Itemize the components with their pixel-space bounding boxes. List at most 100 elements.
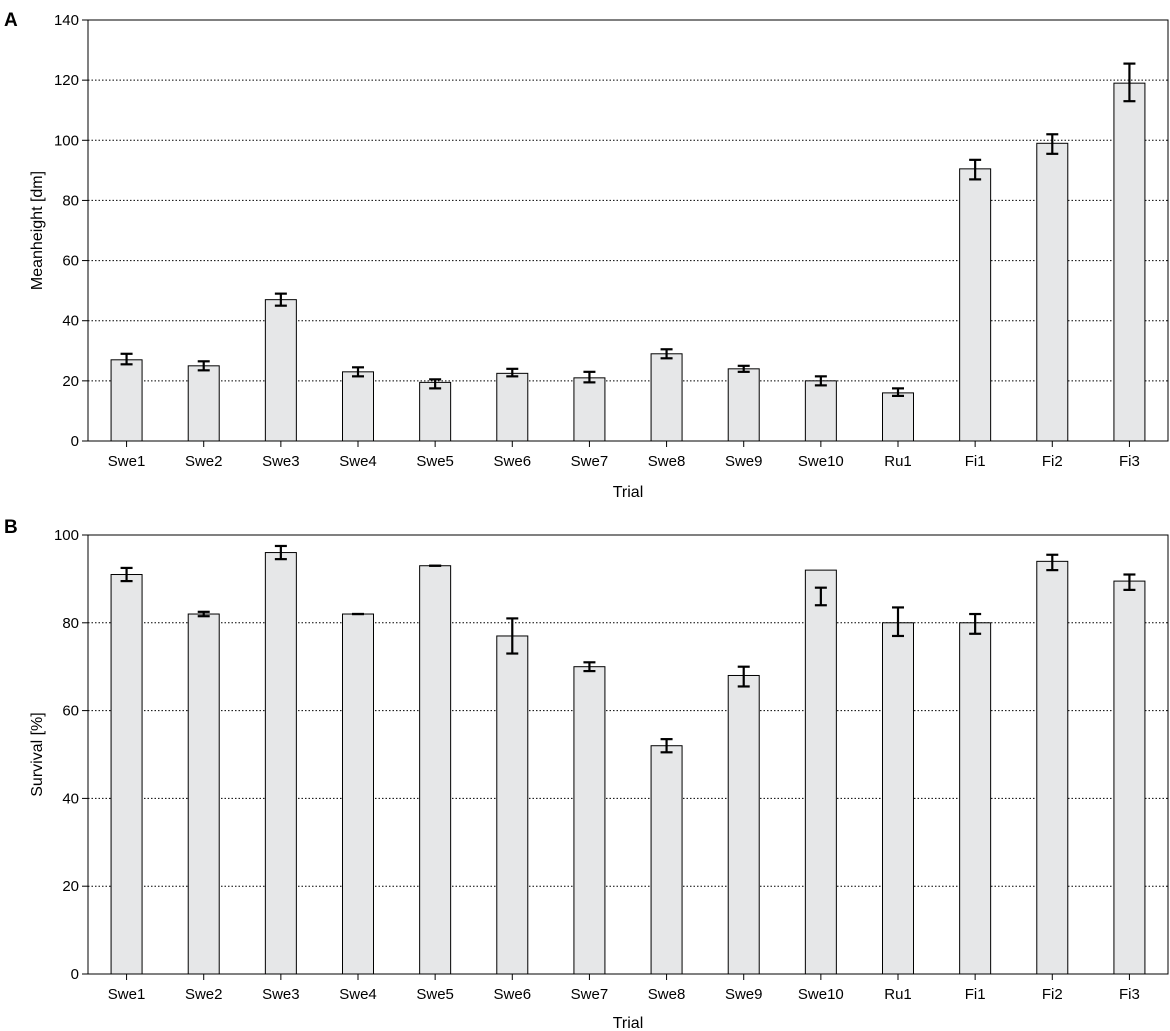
x-tick-label: Fi3	[1119, 986, 1140, 1003]
error-bar-ru1	[892, 387, 904, 397]
y-tick-label: 60	[62, 253, 79, 270]
error-bar-swe2	[197, 610, 210, 618]
plot-frame	[87, 19, 1169, 442]
error-bar-fi1	[969, 158, 982, 181]
x-tick-label: Swe3	[262, 986, 300, 1003]
y-tick-label: 20	[62, 373, 79, 390]
x-tick-label: Swe5	[416, 453, 454, 470]
error-bar-swe5	[429, 378, 442, 390]
bar-fi1	[959, 622, 992, 975]
panel-letter: B	[4, 517, 18, 538]
error-bar-swe9	[737, 364, 750, 373]
panel-letter: A	[4, 10, 18, 31]
y-tick-label: 120	[54, 72, 79, 89]
x-axis-label: Trial	[613, 484, 644, 501]
bar-fi3	[1113, 82, 1146, 442]
x-tick-label: Swe9	[725, 986, 763, 1003]
x-tick-label: Swe6	[494, 453, 532, 470]
bar-swe2	[187, 613, 220, 975]
y-tick-label: 40	[62, 790, 79, 807]
bar-swe10	[804, 380, 837, 442]
panel-b: B 0 20 40 60 80 100 Swe1 Swe2 Swe3 Swe4 Swe5 Swe6 Swe…	[4, 517, 1169, 1031]
error-bar-swe7	[583, 370, 596, 384]
y-tick-label: 100	[54, 527, 79, 544]
bar-swe3	[264, 552, 297, 975]
y-tick-label: 0	[71, 433, 79, 450]
bar-fi2	[1036, 560, 1069, 975]
bar-swe4	[342, 613, 374, 975]
x-tick-label: Swe1	[108, 986, 146, 1003]
error-bar-swe3	[274, 544, 287, 561]
bar-swe9	[727, 674, 760, 975]
bar-swe6	[496, 635, 529, 975]
x-tick-label: Ru1	[884, 453, 912, 470]
bar-swe6	[496, 372, 529, 442]
error-bar-swe10	[814, 375, 827, 387]
x-tick-label: Fi1	[965, 986, 986, 1003]
plot-frame	[87, 534, 1169, 975]
error-bar-swe4	[352, 366, 364, 378]
error-bar-fi2	[1046, 133, 1059, 155]
y-tick-label: 60	[62, 703, 79, 720]
error-bar-fi3	[1123, 62, 1136, 103]
x-tick-label: Swe10	[798, 453, 844, 470]
x-tick-label: Swe7	[571, 986, 609, 1003]
error-bar-swe3	[274, 292, 287, 307]
x-tick-label: Fi3	[1119, 453, 1140, 470]
error-bar-swe6	[506, 617, 519, 655]
panel-a: A 0 20 40 60 80 100 120 140 Swe1 Swe2 Swe3 Swe4 Swe5 S…	[4, 10, 1169, 501]
bar-swe9	[727, 368, 760, 442]
x-tick-label: Swe10	[798, 986, 844, 1003]
x-tick-label: Swe6	[494, 986, 532, 1003]
x-tick-label: Swe4	[339, 986, 377, 1003]
error-bar-swe8	[660, 738, 673, 754]
y-tick-label: 20	[62, 878, 79, 895]
y-tick-label: 100	[54, 132, 79, 149]
bar-swe5	[419, 381, 452, 442]
bar-swe1	[110, 359, 143, 442]
x-tick-label: Swe8	[648, 986, 686, 1003]
bar-fi2	[1036, 142, 1069, 442]
x-tick-label: Swe1	[108, 453, 146, 470]
error-bar-swe8	[660, 348, 673, 360]
x-tick-label: Swe5	[416, 986, 454, 1003]
bar-swe7	[573, 377, 606, 442]
bar-swe2	[187, 365, 220, 442]
y-axis-label: Meanheight [dm]	[29, 171, 46, 290]
x-tick-label: Swe2	[185, 453, 223, 470]
x-tick-label: Swe2	[185, 986, 223, 1003]
x-tick-label: Swe4	[339, 453, 377, 470]
error-bar-fi1	[969, 612, 982, 635]
bar-swe7	[573, 666, 606, 975]
error-bar-ru1	[892, 606, 904, 638]
error-bar-swe10	[814, 586, 827, 607]
y-axis-label: Survival [%]	[29, 712, 46, 796]
bar-swe10	[804, 569, 837, 975]
y-tick-label: 140	[54, 12, 79, 29]
x-axis-label: Trial	[613, 1015, 644, 1031]
error-bar-swe9	[737, 665, 750, 688]
bar-swe3	[264, 299, 297, 442]
y-tick-label: 80	[62, 615, 79, 632]
bar-swe4	[342, 371, 374, 442]
error-bar-swe2	[197, 360, 210, 372]
x-tick-label: Ru1	[884, 986, 912, 1003]
bar-swe1	[110, 574, 143, 975]
bar-fi3	[1113, 580, 1146, 975]
bar-swe8	[650, 745, 683, 975]
error-bar-swe1	[120, 566, 133, 583]
error-bar-swe6	[506, 367, 519, 378]
x-tick-label: Swe7	[571, 453, 609, 470]
x-tick-label: Fi2	[1042, 986, 1063, 1003]
y-tick-label: 0	[71, 966, 79, 983]
error-bar-fi3	[1123, 573, 1136, 591]
bar-ru1	[882, 392, 914, 442]
error-bar-fi2	[1046, 553, 1059, 572]
bar-fi1	[959, 168, 992, 442]
x-tick-label: Swe8	[648, 453, 686, 470]
y-tick-label: 40	[62, 313, 79, 330]
bar-swe5	[419, 565, 452, 975]
y-tick-label: 80	[62, 192, 79, 209]
error-bar-swe1	[120, 352, 133, 366]
